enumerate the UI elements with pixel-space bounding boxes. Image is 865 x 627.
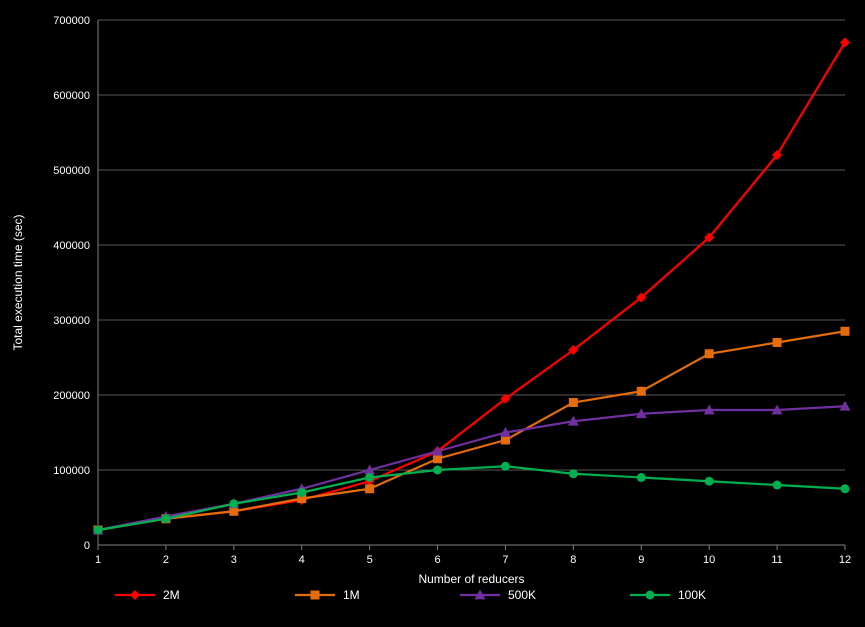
legend-label: 1M [343, 588, 360, 602]
y-tick-label: 100000 [53, 465, 90, 477]
line-chart: 0 100000 200000 300000 400000 500000 600000 700… [0, 0, 865, 627]
legend-label: 100K [678, 588, 706, 602]
x-tick-label: 8 [570, 554, 576, 566]
x-tick-label: 1 [95, 554, 101, 566]
x-tick-label: 10 [703, 554, 715, 566]
x-tick-label: 9 [638, 554, 644, 566]
y-tick-label: 300000 [53, 315, 90, 327]
y-tick-label: 500000 [53, 165, 90, 177]
y-tick-label: 700000 [53, 15, 90, 27]
legend-label: 500K [508, 588, 536, 602]
legend-label: 2M [163, 588, 180, 602]
x-tick-label: 2 [163, 554, 169, 566]
x-tick-label: 7 [502, 554, 508, 566]
y-tick-label: 200000 [53, 390, 90, 402]
x-tick-label: 12 [839, 554, 851, 566]
x-tick-label: 3 [231, 554, 237, 566]
x-tick-label: 11 [771, 554, 782, 566]
y-tick-label: 600000 [53, 90, 90, 102]
x-axis-label: Number of reducers [418, 572, 524, 586]
x-tick-label: 5 [367, 554, 373, 566]
y-tick-label: 400000 [53, 240, 90, 252]
y-axis-label: Total execution time (sec) [11, 214, 25, 350]
y-tick-label: 0 [84, 540, 90, 552]
x-tick-label: 6 [434, 554, 440, 566]
x-tick-label: 4 [299, 554, 305, 566]
